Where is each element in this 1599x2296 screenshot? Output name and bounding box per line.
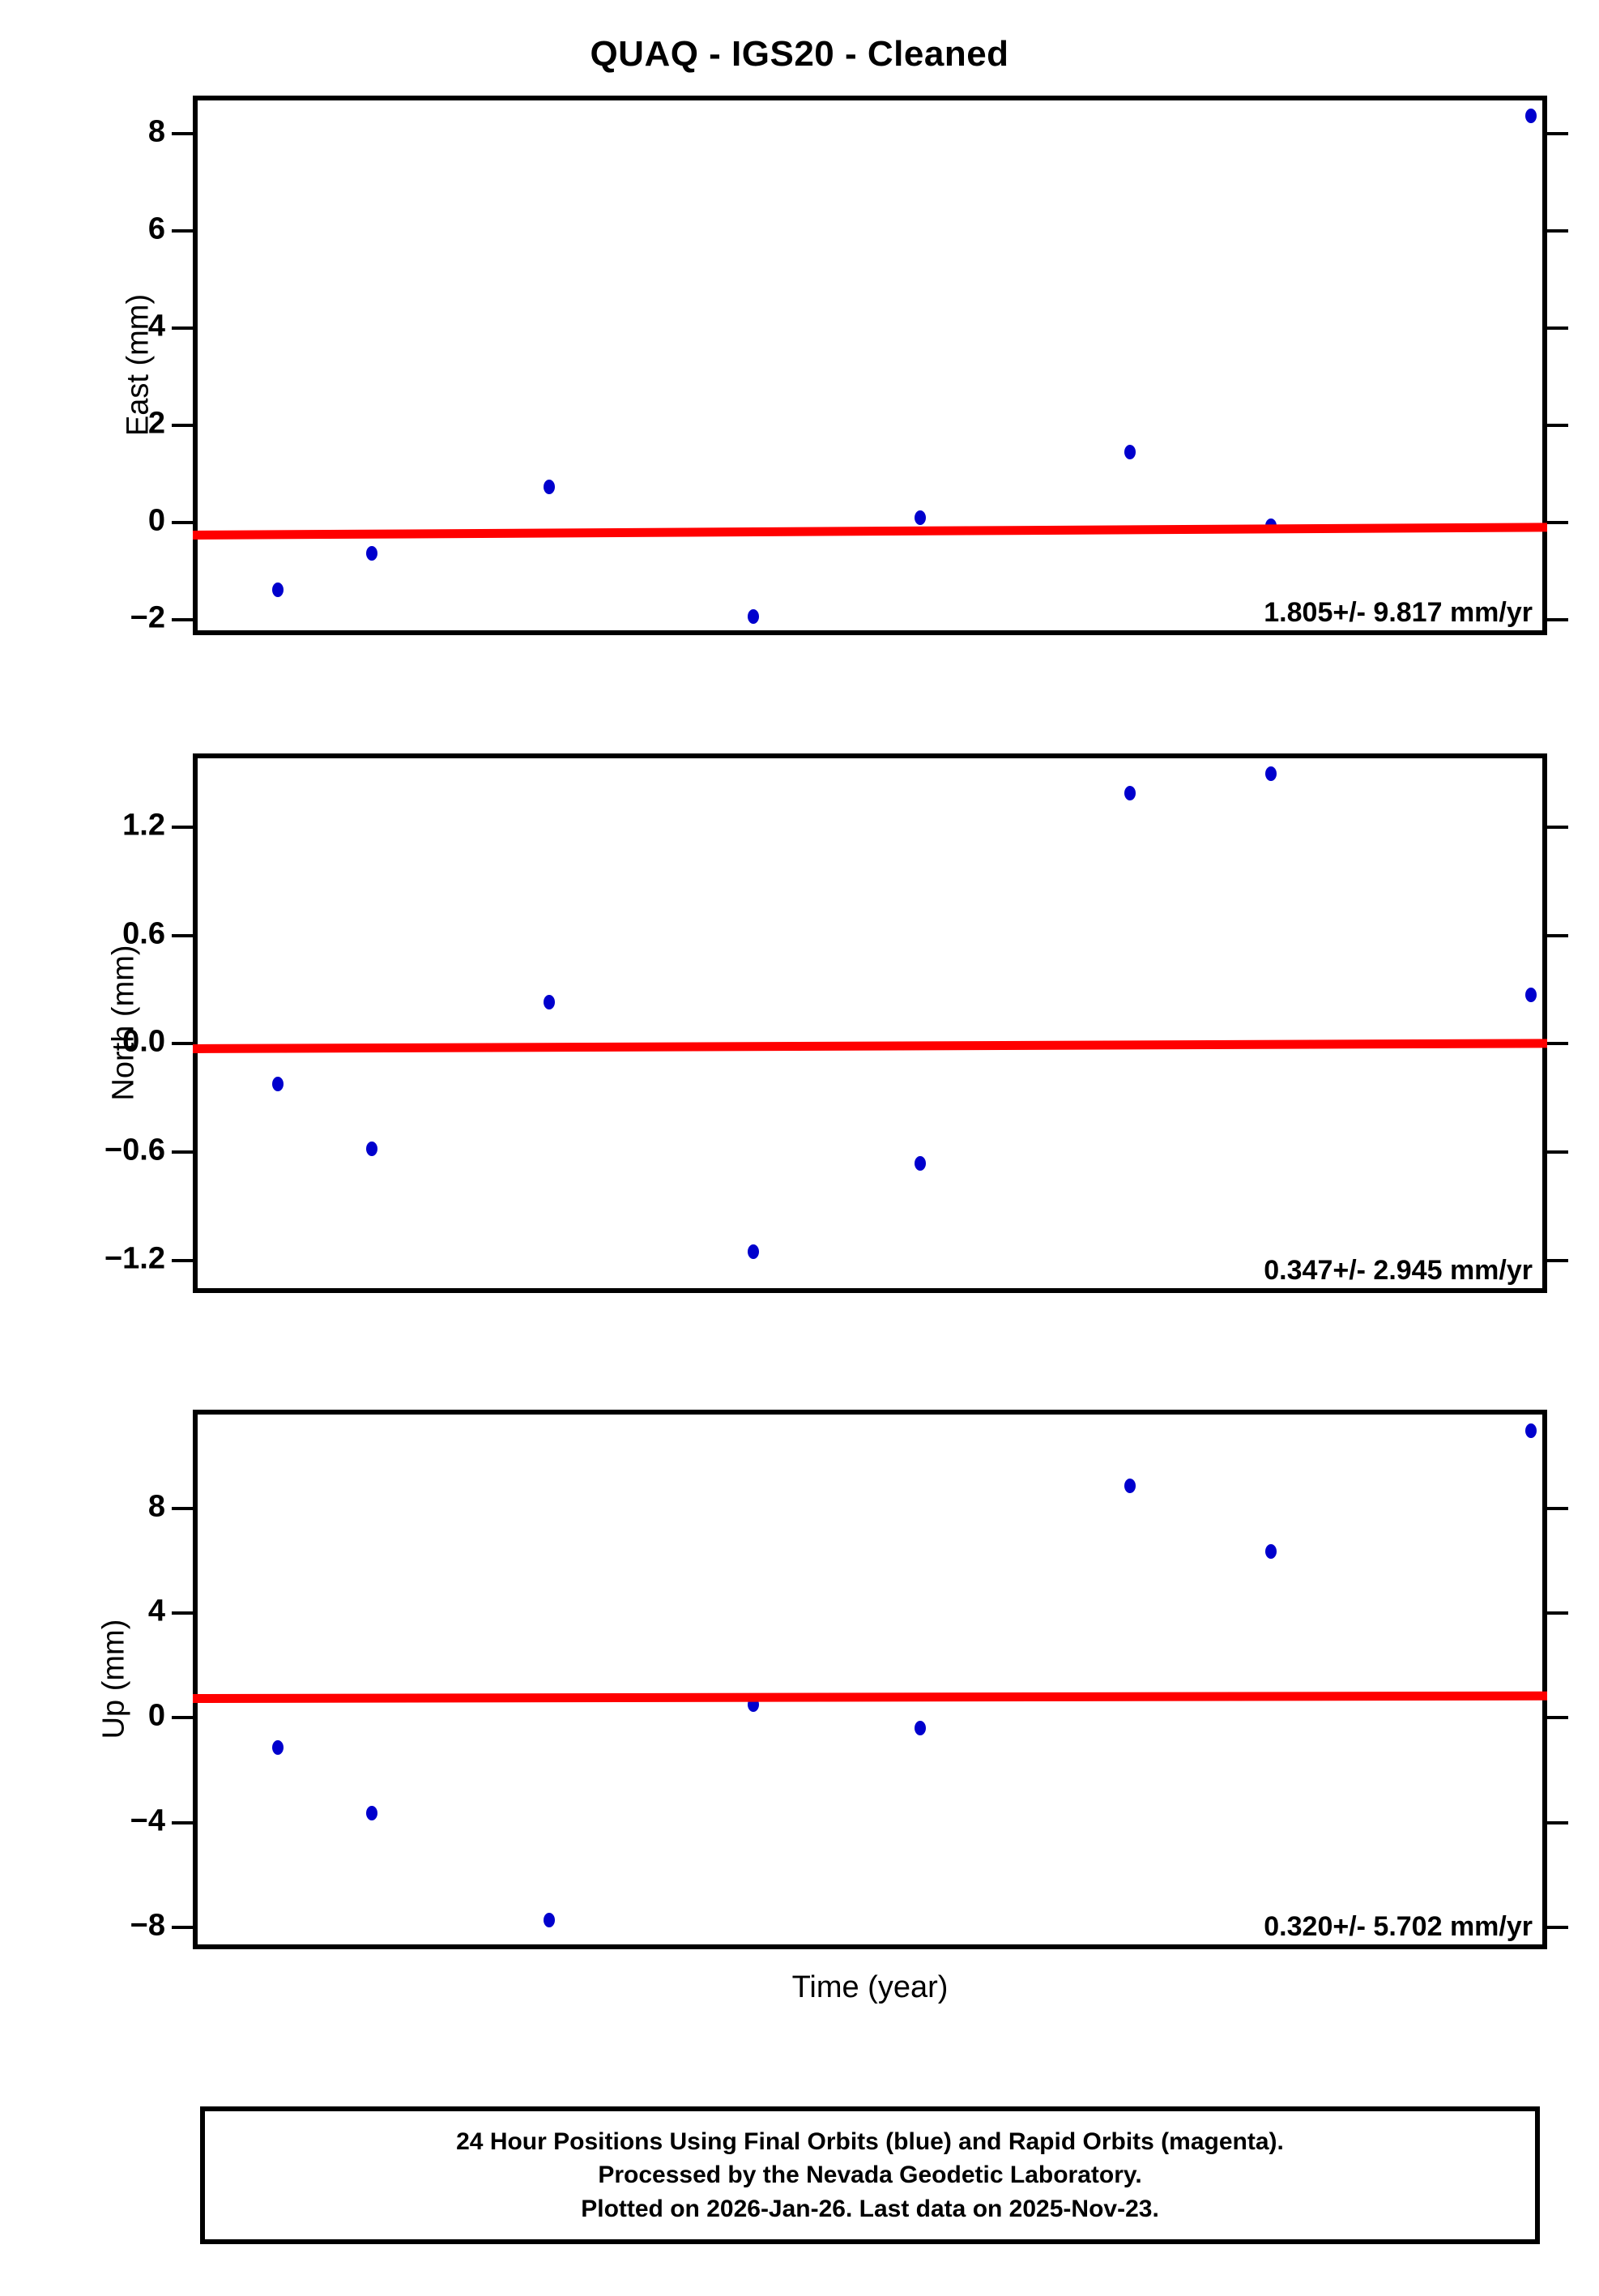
y-tick-east-0 [172,618,193,621]
y-tick-up-3 [172,1611,193,1615]
y-tick-east-3 [172,326,193,330]
plot-panel-east: East (mm) −2 0 2 4 6 8 1.805+/- 9.817 mm/yr [122,96,1568,635]
y-tick-up-0 [172,1925,193,1929]
y-tick-right-north-2 [1547,1042,1568,1046]
y-tick-right-up-1 [1547,1820,1568,1824]
y-tick-north-0 [172,1258,193,1262]
rate-annotation-up: 0.320+/- 5.702 mm/yr [1264,1911,1533,1942]
y-tick-right-up-4 [1547,1506,1568,1510]
rate-annotation-north: 0.347+/- 2.945 mm/yr [1264,1255,1533,1286]
y-tick-right-up-3 [1547,1611,1568,1615]
rate-annotation-east: 1.805+/- 9.817 mm/yr [1264,597,1533,628]
y-tick-label-up-0: −8 [130,1908,165,1943]
y-tick-right-up-0 [1547,1925,1568,1929]
y-tick-label-east-5: 8 [147,114,165,149]
page-title: QUAQ - IGS20 - Cleaned [590,34,1009,74]
y-tick-label-north-0: −1.2 [104,1241,165,1276]
y-tick-east-4 [172,229,193,233]
x-axis-label: Time (year) [791,1970,949,2004]
y-tick-label-up-4: 8 [147,1489,165,1524]
y-tick-label-east-1: 0 [147,503,165,538]
y-tick-right-east-4 [1547,229,1568,233]
y-tick-right-east-5 [1547,132,1568,135]
y-tick-right-north-0 [1547,1258,1568,1262]
y-tick-east-5 [172,132,193,135]
y-tick-right-east-3 [1547,326,1568,330]
y-tick-up-1 [172,1820,193,1824]
plot-panel-north: North (mm) −1.2 −0.6 0.0 0.6 1.2 0.347+/- 2.… [104,753,1568,1293]
y-tick-north-2 [172,1042,193,1046]
y-tick-label-up-2: 0 [147,1698,165,1733]
y-tick-right-east-0 [1547,618,1568,621]
y-tick-label-up-1: −4 [130,1803,165,1838]
y-tick-right-up-2 [1547,1716,1568,1720]
footer-caption-box: 24 Hour Positions Using Final Orbits (bl… [200,2106,1540,2244]
y-tick-right-north-4 [1547,826,1568,830]
plot-frame-up [193,1410,1547,1949]
y-tick-label-east-0: −2 [130,600,165,635]
y-tick-north-1 [172,1150,193,1154]
y-tick-up-4 [172,1506,193,1510]
footer-line-3: Plotted on 2026-Jan-26. Last data on 202… [581,2195,1159,2222]
y-tick-north-3 [172,933,193,937]
y-tick-right-north-1 [1547,1150,1568,1154]
y-axis-label-up: Up (mm) [96,1619,131,1739]
plot-frame-north [193,753,1547,1293]
footer-line-1: 24 Hour Positions Using Final Orbits (bl… [456,2127,1284,2155]
y-tick-right-north-3 [1547,933,1568,937]
y-tick-east-2 [172,424,193,427]
y-tick-label-north-4: 1.2 [122,808,165,843]
footer-line-2: Processed by the Nevada Geodetic Laborat… [598,2162,1142,2189]
plot-panel-up: Up (mm) −8 −4 0 4 8 0.320+/- 5.702 mm/yr [97,1410,1568,1949]
plot-frame-east [193,96,1547,635]
y-axis-label-north: North (mm) [106,945,141,1101]
y-tick-up-2 [172,1716,193,1720]
y-tick-right-east-1 [1547,521,1568,524]
y-tick-label-up-3: 4 [147,1594,165,1628]
y-tick-east-1 [172,521,193,524]
y-tick-right-east-2 [1547,424,1568,427]
y-axis-label-east: East (mm) [121,293,156,437]
y-tick-north-4 [172,826,193,830]
